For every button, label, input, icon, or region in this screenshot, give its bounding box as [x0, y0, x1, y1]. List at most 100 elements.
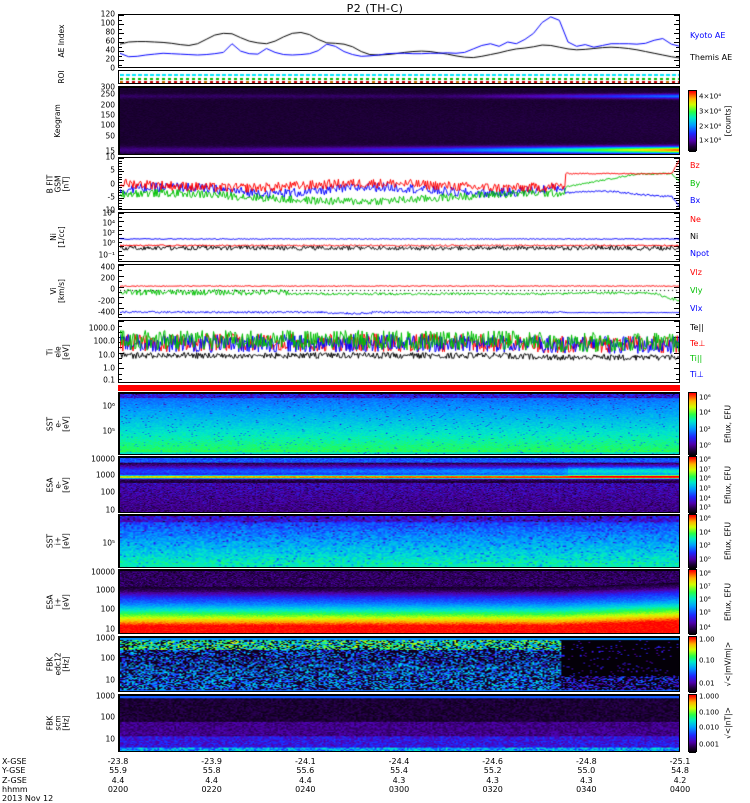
y-tick-label: 1000 — [95, 633, 115, 643]
y-tick-label: 0 — [110, 178, 115, 188]
panel-fbk_e12 — [118, 636, 680, 692]
y-tick-label: 1000 — [95, 585, 115, 595]
colorbar-gradient — [689, 570, 696, 635]
colorbar-label: 10⁵ — [699, 484, 711, 493]
colorbar-label: 1.00 — [699, 635, 715, 644]
y-axis-title-esa_i: ESA i+ [eV] — [45, 593, 70, 610]
y-tick-label: 10⁵ — [102, 426, 115, 436]
axis-time-value: 0320 — [482, 784, 503, 794]
colorbar-label: 10⁷ — [699, 582, 711, 591]
colorbar-gradient — [689, 393, 696, 456]
panel-esa_e — [118, 456, 680, 513]
y-tick-label: 10.0 — [98, 349, 115, 359]
colorbar-label: 0.100 — [699, 708, 720, 717]
axis-minor-tick — [119, 637, 122, 638]
colorbar-label: 10⁰ — [699, 441, 711, 450]
y-axis-title-keogram: Keogram — [53, 103, 63, 138]
axis-value: 55.9 — [109, 766, 127, 776]
axis-value: -25.1 — [669, 757, 691, 766]
plot-canvas-ae — [120, 16, 679, 67]
axis-minor-tick — [676, 515, 679, 516]
colorbar-label: 2×10⁴ — [699, 122, 722, 131]
colorbar-label: 4×10⁴ — [699, 92, 722, 101]
y-tick-label: 10000 — [91, 454, 115, 464]
spectrogram-canvas-fbk_e12 — [120, 638, 679, 691]
legend-label: Te|| — [690, 322, 704, 332]
y-tick-label: 1.0 — [103, 363, 115, 373]
y-tick-label: -10 — [102, 205, 115, 215]
y-axis-title-vi: Vi [km/s] — [49, 279, 66, 303]
red-status-bar — [118, 385, 680, 391]
colorbar-label: 10⁵ — [699, 608, 711, 617]
colorbar-gradient — [689, 91, 696, 152]
y-tick-label: 1000 — [95, 691, 115, 701]
axis-value: 4.4 — [111, 775, 125, 785]
axis-value: 4.3 — [392, 775, 406, 785]
panel-vi — [118, 264, 680, 318]
legend-label: Ne — [690, 215, 701, 225]
roi-canvas — [120, 72, 679, 83]
axis-minor-tick — [119, 213, 122, 214]
panel-fbk_scm — [118, 694, 680, 752]
y-tick-label: 400 — [100, 261, 115, 271]
legend-label: Vlz — [690, 268, 702, 277]
spectrogram-canvas-keogram — [120, 88, 679, 154]
axis-column: -24.8 55.0 4.3 0340 — [564, 757, 608, 794]
panel-bfit — [118, 157, 680, 210]
y-tick-label: 10⁴ — [102, 218, 115, 228]
colorbar-keogram — [688, 90, 697, 152]
legend-label: Vly — [690, 286, 703, 295]
legend-label: Ti⊥ — [690, 370, 704, 380]
axis-minor-tick — [119, 158, 122, 159]
colorbar-label: 10⁸ — [699, 569, 711, 578]
colorbar-label: 10⁴ — [699, 494, 711, 503]
colorbar-gradient — [689, 637, 696, 693]
legend-label: By — [690, 178, 701, 188]
axis-minor-tick — [119, 515, 122, 516]
axis-value: 4.3 — [486, 775, 500, 785]
axis-column: -23.9 55.8 4.4 0220 — [190, 757, 234, 794]
y-tick-label: 100.0 — [93, 336, 115, 346]
axis-minor-tick — [119, 87, 122, 88]
y-tick-label: 100 — [100, 653, 115, 663]
y-tick-label: 50 — [105, 130, 115, 140]
colorbar-gradient — [689, 515, 696, 569]
legend-label: Vlx — [690, 304, 703, 313]
axis-minor-tick — [119, 393, 122, 394]
y-tick-label: 0.1 — [103, 375, 115, 385]
y-tick-label: 10⁵ — [102, 208, 115, 218]
panel-sst_i — [118, 514, 680, 568]
y-tick-label: -400 — [97, 307, 115, 317]
colorbar-gradient — [689, 695, 696, 753]
axis-minor-tick — [119, 265, 122, 266]
legend-label: Bx — [690, 196, 701, 206]
axis-value: 54.8 — [671, 766, 689, 776]
colorbar-label: 10² — [699, 541, 711, 550]
axis-time-value: 0220 — [201, 784, 222, 794]
y-tick-label: 10 — [105, 624, 115, 634]
y-tick-label: 150 — [100, 110, 115, 120]
plot-canvas-bfit — [120, 159, 679, 209]
plot-canvas-ti — [120, 322, 679, 382]
colorbar-label: 10³ — [699, 503, 711, 512]
spectrogram-canvas-fbk_scm — [120, 696, 679, 751]
legend-themis-ae: Themis AE — [690, 53, 733, 62]
y-tick-label: 10⁻¹ — [98, 249, 115, 259]
axis-time-value: 0400 — [669, 784, 691, 794]
y-axis-title-sst_i: SST i+ [eV] — [45, 533, 70, 549]
y-tick-label: 200 — [100, 273, 115, 283]
y-tick-label: 300 — [100, 82, 115, 92]
plot-canvas-ni — [120, 214, 679, 261]
axis-minor-tick — [676, 393, 679, 394]
y-tick-label: 10000 — [91, 567, 115, 577]
y-tick-label: 120 — [100, 9, 115, 19]
colorbar-label: 10⁶ — [699, 393, 711, 402]
axis-time-value: 0200 — [107, 784, 129, 794]
panel-sst_e — [118, 392, 680, 455]
colorbar-label: 10⁶ — [699, 595, 711, 604]
y-tick-label: 10 — [105, 734, 115, 744]
axis-minor-tick — [119, 570, 122, 571]
colorbar-fbk-e12 — [688, 636, 697, 693]
axis-value: 55.2 — [483, 766, 502, 776]
